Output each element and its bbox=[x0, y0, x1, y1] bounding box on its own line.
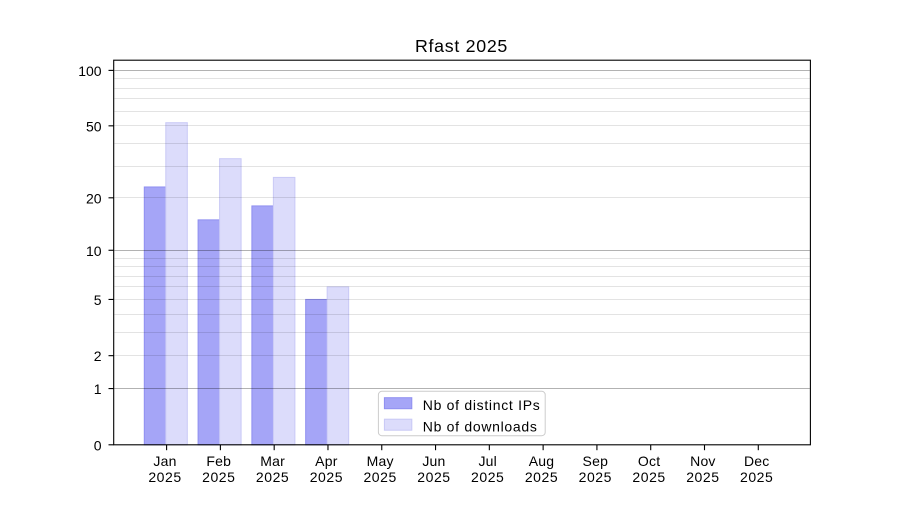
svg-text:5: 5 bbox=[94, 292, 102, 308]
svg-text:0: 0 bbox=[94, 437, 102, 453]
svg-text:Jun: Jun bbox=[422, 453, 445, 469]
svg-text:50: 50 bbox=[86, 118, 102, 134]
svg-text:Oct: Oct bbox=[638, 453, 660, 469]
svg-text:2025: 2025 bbox=[417, 469, 450, 485]
svg-text:20: 20 bbox=[86, 190, 102, 206]
svg-text:Jan: Jan bbox=[153, 453, 176, 469]
svg-text:2025: 2025 bbox=[632, 469, 665, 485]
svg-text:Nov: Nov bbox=[690, 453, 716, 469]
svg-text:2025: 2025 bbox=[256, 469, 289, 485]
svg-text:Nb of distinct IPs: Nb of distinct IPs bbox=[423, 397, 541, 413]
svg-text:Aug: Aug bbox=[529, 453, 555, 469]
svg-text:Sep: Sep bbox=[583, 453, 609, 469]
svg-text:2025: 2025 bbox=[202, 469, 235, 485]
svg-text:Nb of downloads: Nb of downloads bbox=[423, 418, 538, 434]
svg-text:Jul: Jul bbox=[478, 453, 497, 469]
svg-text:Mar: Mar bbox=[260, 453, 285, 469]
svg-text:Apr: Apr bbox=[315, 453, 338, 469]
svg-text:2025: 2025 bbox=[310, 469, 343, 485]
svg-text:2: 2 bbox=[94, 348, 102, 364]
svg-text:Dec: Dec bbox=[744, 453, 770, 469]
svg-text:1: 1 bbox=[94, 381, 102, 397]
svg-text:2025: 2025 bbox=[525, 469, 558, 485]
svg-text:2025: 2025 bbox=[740, 469, 773, 485]
svg-text:2025: 2025 bbox=[686, 469, 719, 485]
svg-text:Feb: Feb bbox=[206, 453, 231, 469]
svg-text:2025: 2025 bbox=[579, 469, 612, 485]
svg-text:10: 10 bbox=[86, 243, 102, 259]
svg-text:100: 100 bbox=[78, 63, 102, 79]
svg-text:Rfast 2025: Rfast 2025 bbox=[415, 36, 508, 56]
svg-text:2025: 2025 bbox=[148, 469, 181, 485]
svg-text:2025: 2025 bbox=[363, 469, 396, 485]
svg-text:May: May bbox=[367, 453, 394, 469]
svg-text:2025: 2025 bbox=[471, 469, 504, 485]
